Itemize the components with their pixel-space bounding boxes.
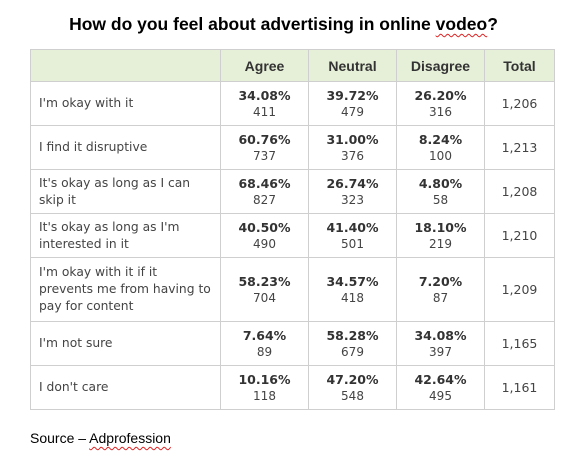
total-cell: 1,208 (484, 169, 555, 214)
row-label: I'm okay with it if it prevents me from … (30, 257, 221, 322)
table-row: I don't care 10.16% 118 47.20% 548 42.64% 495 1… (30, 365, 555, 410)
disagree-count: 100 (429, 149, 452, 163)
source-note: Source – Adprofession (30, 430, 171, 446)
neutral-count: 418 (341, 291, 364, 305)
disagree-count: 219 (429, 237, 452, 251)
header-row: Agree Neutral Disagree Total (30, 49, 555, 82)
total-cell: 1,209 (484, 257, 555, 322)
table-row: I find it disruptive 60.76% 737 31.00% 376 8.… (30, 125, 555, 170)
disagree-count: 87 (432, 291, 449, 305)
title-suffix: ? (487, 14, 498, 34)
table-row: It's okay as long as I can skip it 68.46%… (30, 169, 555, 214)
neutral-cell: 34.57% 418 (308, 257, 397, 322)
neutral-cell: 39.72% 479 (308, 81, 397, 126)
total-cell: 1,161 (484, 365, 555, 410)
agree-count: 89 (256, 345, 273, 359)
disagree-percent: 7.20% (418, 274, 463, 289)
agree-percent: 58.23% (238, 274, 291, 289)
agree-count: 827 (253, 193, 276, 207)
agree-percent: 60.76% (238, 132, 291, 147)
agree-count: 737 (253, 149, 276, 163)
disagree-cell: 42.64% 495 (396, 365, 485, 410)
disagree-count: 397 (429, 345, 452, 359)
agree-cell: 34.08% 411 (220, 81, 309, 126)
disagree-percent: 34.08% (414, 328, 467, 343)
disagree-cell: 8.24% 100 (396, 125, 485, 170)
disagree-cell: 34.08% 397 (396, 321, 485, 366)
neutral-percent: 58.28% (326, 328, 379, 343)
source-name: Adprofession (89, 430, 171, 446)
agree-cell: 40.50% 490 (220, 213, 309, 258)
agree-count: 411 (253, 105, 276, 119)
neutral-percent: 34.57% (326, 274, 379, 289)
neutral-percent: 39.72% (326, 88, 379, 103)
agree-cell: 58.23% 704 (220, 257, 309, 322)
agree-cell: 7.64% 89 (220, 321, 309, 366)
neutral-count: 501 (341, 237, 364, 251)
total-cell: 1,165 (484, 321, 555, 366)
title-prefix: How do you feel about advertising in onl… (69, 14, 436, 34)
neutral-cell: 41.40% 501 (308, 213, 397, 258)
header-blank-cell (30, 49, 221, 82)
neutral-percent: 41.40% (326, 220, 379, 235)
disagree-cell: 7.20% 87 (396, 257, 485, 322)
column-header-agree: Agree (220, 49, 309, 82)
agree-percent: 7.64% (242, 328, 287, 343)
neutral-cell: 58.28% 679 (308, 321, 397, 366)
disagree-percent: 8.24% (418, 132, 463, 147)
agree-count: 118 (253, 389, 276, 403)
agree-percent: 40.50% (238, 220, 291, 235)
title-misspelled-word: vodeo (435, 14, 488, 34)
total-cell: 1,210 (484, 213, 555, 258)
row-label: I find it disruptive (30, 125, 221, 170)
disagree-percent: 18.10% (414, 220, 467, 235)
survey-table: Agree Neutral Disagree Total I'm okay wi… (30, 49, 555, 410)
table-body: I'm okay with it 34.08% 411 39.72% 479 26.20%… (30, 81, 555, 410)
neutral-count: 376 (341, 149, 364, 163)
total-cell: 1,213 (484, 125, 555, 170)
disagree-count: 58 (432, 193, 449, 207)
source-prefix: Source – (30, 430, 90, 446)
neutral-count: 479 (341, 105, 364, 119)
neutral-cell: 47.20% 548 (308, 365, 397, 410)
neutral-cell: 31.00% 376 (308, 125, 397, 170)
neutral-count: 548 (341, 389, 364, 403)
agree-cell: 68.46% 827 (220, 169, 309, 214)
neutral-count: 323 (341, 193, 364, 207)
neutral-cell: 26.74% 323 (308, 169, 397, 214)
table-row: I'm okay with it if it prevents me from … (30, 257, 555, 322)
disagree-cell: 4.80% 58 (396, 169, 485, 214)
agree-count: 704 (253, 291, 276, 305)
disagree-percent: 4.80% (418, 176, 463, 191)
disagree-percent: 26.20% (414, 88, 467, 103)
table-row: I'm not sure 7.64% 89 58.28% 679 34.08% 397 1,1… (30, 321, 555, 366)
neutral-percent: 47.20% (326, 372, 379, 387)
agree-percent: 10.16% (238, 372, 291, 387)
agree-cell: 10.16% 118 (220, 365, 309, 410)
agree-count: 490 (253, 237, 276, 251)
agree-percent: 68.46% (238, 176, 291, 191)
disagree-count: 316 (429, 105, 452, 119)
row-label: I'm not sure (30, 321, 221, 366)
table-row: I'm okay with it 34.08% 411 39.72% 479 26.20%… (30, 81, 555, 126)
row-label: I don't care (30, 365, 221, 410)
disagree-percent: 42.64% (414, 372, 467, 387)
table-row: It's okay as long as I'm interested in i… (30, 213, 555, 258)
neutral-percent: 31.00% (326, 132, 379, 147)
disagree-cell: 26.20% 316 (396, 81, 485, 126)
agree-cell: 60.76% 737 (220, 125, 309, 170)
disagree-count: 495 (429, 389, 452, 403)
row-label: It's okay as long as I'm interested in i… (30, 213, 221, 258)
chart-title: How do you feel about advertising in onl… (0, 14, 567, 35)
column-header-neutral: Neutral (308, 49, 397, 82)
disagree-cell: 18.10% 219 (396, 213, 485, 258)
agree-percent: 34.08% (238, 88, 291, 103)
row-label: It's okay as long as I can skip it (30, 169, 221, 214)
row-label: I'm okay with it (30, 81, 221, 126)
neutral-count: 679 (341, 345, 364, 359)
column-header-disagree: Disagree (396, 49, 485, 82)
column-header-total: Total (484, 49, 555, 82)
neutral-percent: 26.74% (326, 176, 379, 191)
total-cell: 1,206 (484, 81, 555, 126)
